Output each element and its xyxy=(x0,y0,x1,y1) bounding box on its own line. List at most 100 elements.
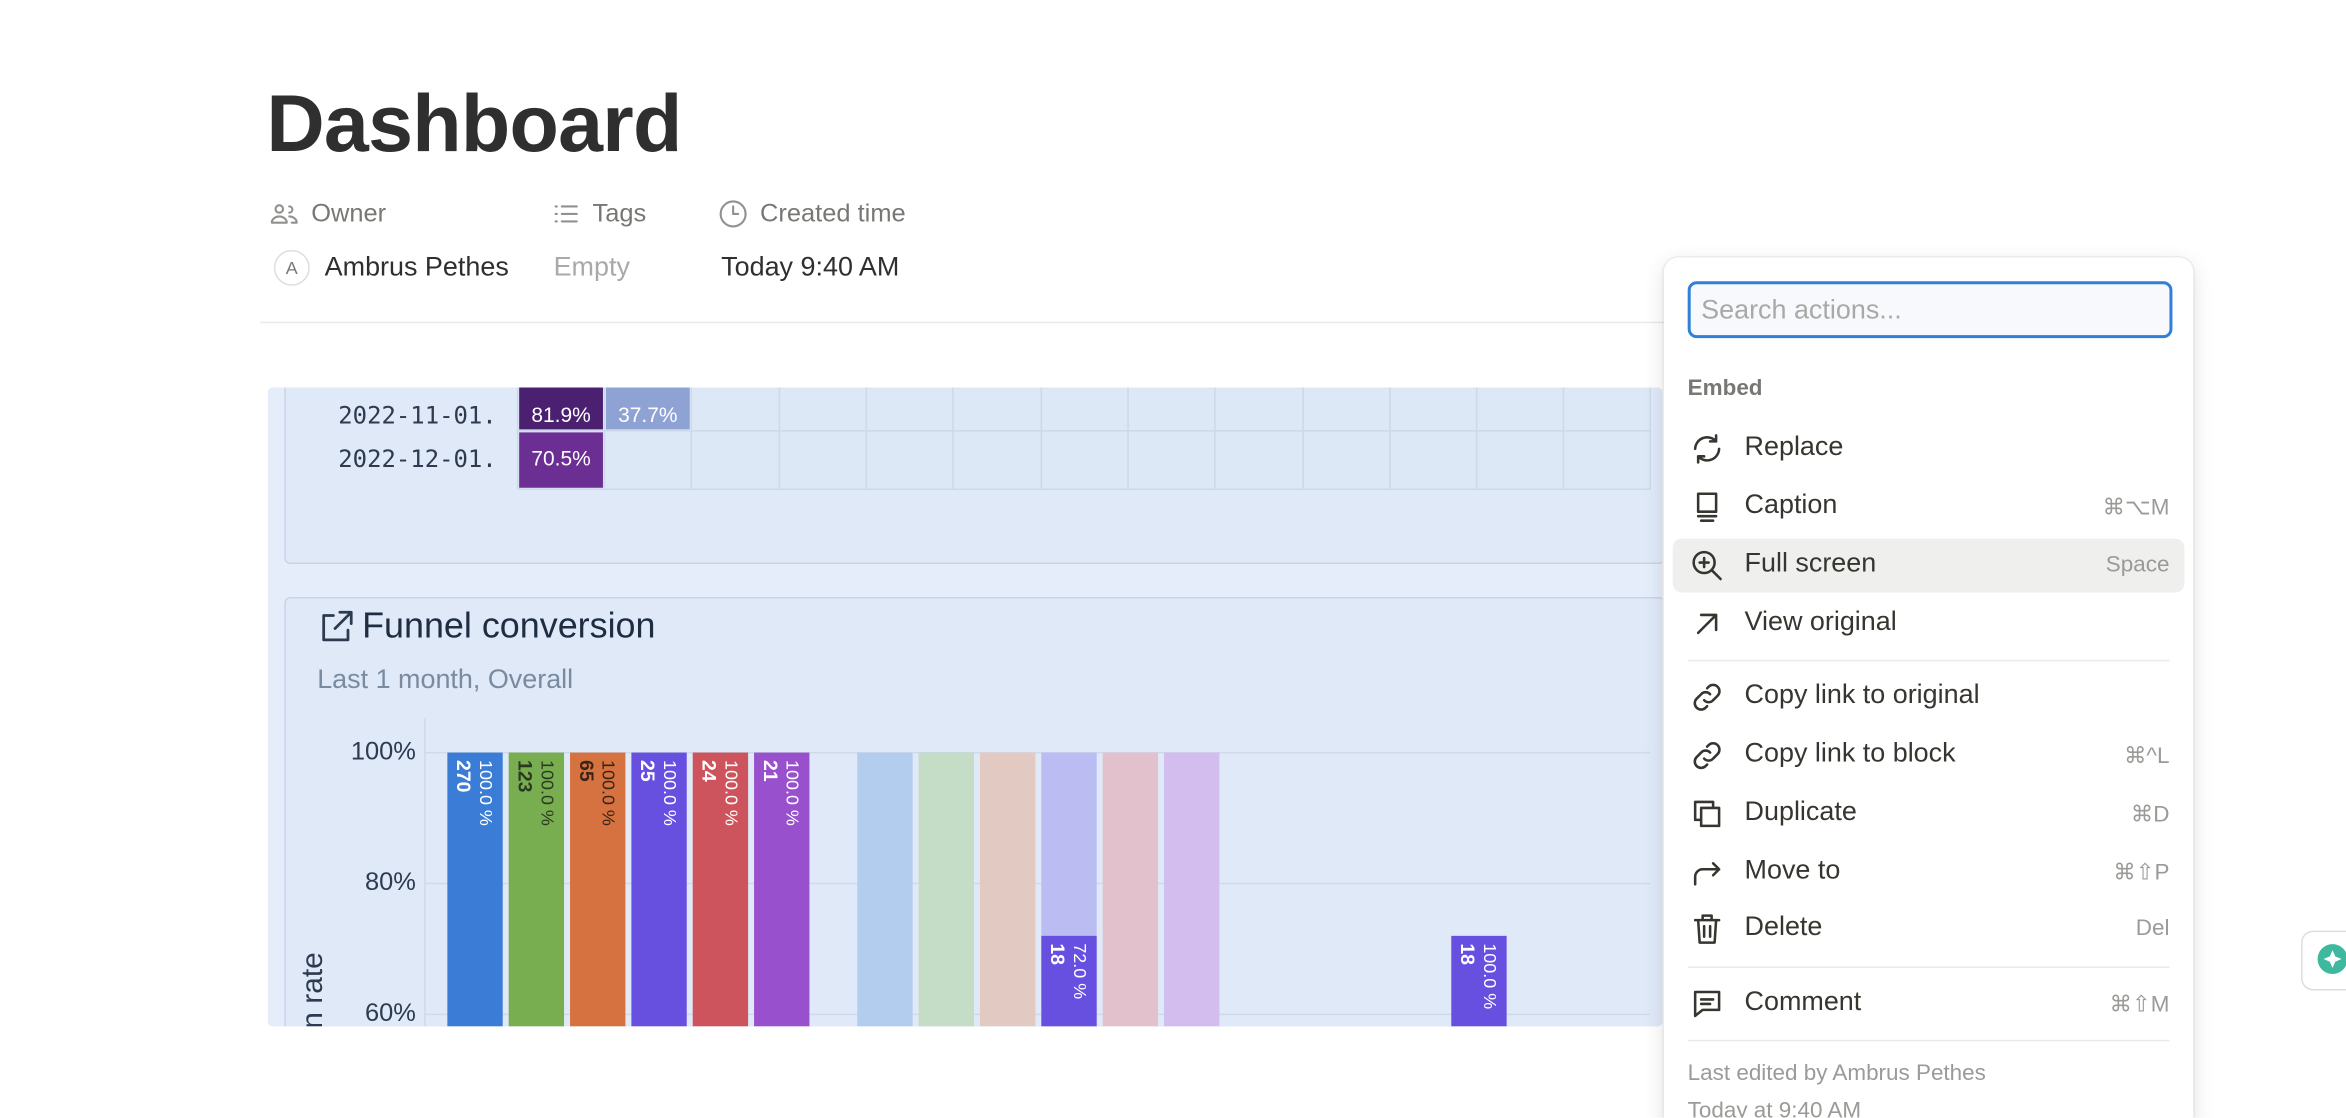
bar-count: 65 xyxy=(575,760,597,782)
hover-highlight xyxy=(1672,538,2185,593)
embed[interactable]: 2022-11-01. 81.9% 37.7% 2022-12-01. 70.5% 100… xyxy=(267,387,1663,1027)
grid-cell xyxy=(1127,387,1216,432)
grid-cell xyxy=(1562,430,1652,490)
icon-stroke xyxy=(719,200,747,228)
widget-icon xyxy=(2317,944,2346,975)
grid-cell xyxy=(1562,387,1652,432)
background-bar xyxy=(979,752,1036,1027)
page-title: Dashboard xyxy=(266,79,682,170)
grid-cell xyxy=(1389,430,1478,490)
bar xyxy=(508,752,565,1027)
menu-item-shortcut: ⌘^L xyxy=(2123,743,2170,770)
icon-stroke xyxy=(270,204,298,224)
icon-stroke xyxy=(1696,492,1718,522)
funnel-subtitle: Last 1 month, Overall xyxy=(317,664,574,695)
menu-separator xyxy=(1687,966,2170,969)
icon xyxy=(270,204,298,224)
row-date: 2022-12-01. xyxy=(338,445,496,473)
menu-separator xyxy=(1687,659,2170,662)
bar-count: 18 xyxy=(1456,943,1478,965)
icon xyxy=(1696,492,1718,522)
icon xyxy=(1693,914,1721,944)
bar-count: 25 xyxy=(636,760,658,782)
search-input[interactable]: Search actions... xyxy=(1687,281,2173,339)
grid-cell xyxy=(1475,430,1565,490)
cell-label: 81.9% xyxy=(531,404,590,427)
background-bar xyxy=(857,752,913,1027)
embed-chart: 2022-11-01. 81.9% 37.7% 2022-12-01. 70.5% 100… xyxy=(296,387,1652,1027)
funnel-title[interactable]: Funnel conversion xyxy=(362,605,656,647)
grid-cell xyxy=(778,387,868,432)
menu-item-label[interactable]: Comment xyxy=(1744,985,1862,1016)
menu-item-shortcut: ⌘⇧M xyxy=(2109,991,2170,1018)
bar-percent: 72.0 % xyxy=(1070,943,1090,999)
menu-item-label[interactable]: View original xyxy=(1744,605,1897,636)
grid-cell xyxy=(865,387,954,432)
background-bar xyxy=(1102,752,1159,1027)
icon xyxy=(1693,434,1721,464)
bar xyxy=(754,752,810,1027)
grid-cell xyxy=(1302,387,1391,432)
action-menu: Search actions... Embed Replace Caption ⌘⌥M F… xyxy=(1663,257,2194,1118)
bar-count: 270 xyxy=(452,760,474,793)
menu-item-label[interactable]: Duplicate xyxy=(1744,795,1857,826)
grid-cell xyxy=(1475,387,1565,432)
retention-cell xyxy=(519,432,603,488)
property-value[interactable]: Today 9:40 AM xyxy=(721,251,900,282)
menu-item-shortcut: Space xyxy=(2105,552,2170,578)
grid-cell xyxy=(952,387,1043,432)
icon-stroke xyxy=(554,205,578,223)
retention-cell xyxy=(519,387,603,430)
icon xyxy=(1693,742,1721,770)
icon xyxy=(1693,862,1721,886)
bar-percent: 100.0 % xyxy=(1480,943,1500,1009)
grid-cell xyxy=(690,387,781,432)
grid-cell xyxy=(865,430,954,490)
icon-stroke xyxy=(1693,800,1721,828)
cell-label: 70.5% xyxy=(531,448,590,471)
bar-count: 24 xyxy=(698,760,720,782)
icon-stroke xyxy=(1693,742,1721,770)
property-value[interactable]: Empty xyxy=(553,251,630,282)
icon xyxy=(1696,613,1718,635)
menu-item-shortcut: ⌘⌥M xyxy=(2102,495,2170,521)
bar-percent: 100.0 % xyxy=(537,760,557,826)
menu-item-label[interactable]: Caption xyxy=(1744,489,1838,520)
icon xyxy=(1693,990,1721,1018)
grid-cell xyxy=(1214,430,1304,490)
menu-item-label[interactable]: Move to xyxy=(1744,854,1841,885)
bar-count: 18 xyxy=(1046,943,1068,965)
grid-cell xyxy=(1389,387,1478,432)
icon-stroke xyxy=(1693,914,1721,944)
menu-item-shortcut: ⌘⇧P xyxy=(2113,860,2170,886)
y-tick-label: 60% xyxy=(365,999,416,1026)
menu-footer: Today at 9:40 AM xyxy=(1687,1098,1862,1118)
icon xyxy=(1693,800,1721,828)
grid-cell xyxy=(952,430,1043,490)
y-axis-label: n rate xyxy=(296,952,329,1026)
grid-cell xyxy=(1214,387,1304,432)
property-label: Tags xyxy=(592,198,647,228)
icon xyxy=(1693,683,1721,711)
avatar: A xyxy=(273,249,310,286)
menu-item-label[interactable]: Copy link to block xyxy=(1744,737,1956,768)
property-value[interactable]: Ambrus Pethes xyxy=(324,251,509,282)
icon-stroke xyxy=(1693,683,1721,711)
menu-item-label[interactable]: Full screen xyxy=(1744,547,1877,578)
menu-item-label[interactable]: Replace xyxy=(1744,430,1844,461)
retention-cell xyxy=(605,387,690,430)
menu-footer: Last edited by Ambrus Pethes xyxy=(1687,1060,1986,1087)
bar-percent: 100.0 % xyxy=(660,760,680,826)
property-label: Owner xyxy=(311,198,387,228)
icon-stroke xyxy=(1696,613,1718,635)
menu-item-label[interactable]: Copy link to original xyxy=(1744,679,1980,710)
bar xyxy=(570,752,626,1027)
row-date: 2022-11-01. xyxy=(338,402,496,430)
icon xyxy=(322,610,353,642)
side-widget[interactable] xyxy=(2301,930,2346,991)
icon xyxy=(1692,550,1722,581)
property-label: Created time xyxy=(760,198,906,228)
menu-item-label[interactable]: Delete xyxy=(1744,911,1823,942)
icon-stroke xyxy=(322,610,353,642)
